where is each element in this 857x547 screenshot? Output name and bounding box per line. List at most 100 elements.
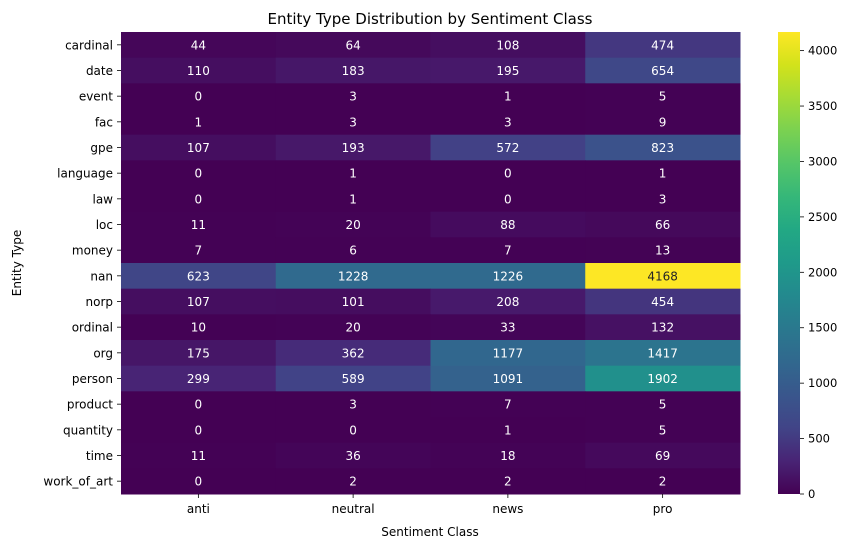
y-tick-label: event	[79, 90, 113, 104]
cell-value-label: 11	[191, 449, 206, 463]
heatmap-cell	[121, 442, 277, 469]
y-tick-label: ordinal	[72, 321, 113, 335]
cell-value-label: 0	[504, 167, 512, 181]
y-tick-label: norp	[86, 295, 114, 309]
x-tick-label: pro	[653, 502, 673, 516]
cell-value-label: 654	[651, 64, 674, 78]
cell-value-label: 110	[187, 64, 210, 78]
cell-value-label: 20	[345, 321, 360, 335]
cell-value-label: 64	[345, 38, 360, 52]
cell-value-label: 18	[500, 449, 515, 463]
cell-value-label: 13	[655, 244, 670, 258]
cell-value-label: 101	[342, 295, 365, 309]
heatmap-cell	[275, 314, 431, 341]
x-tick-label: neutral	[332, 502, 375, 516]
cell-value-label: 1226	[493, 269, 524, 283]
cell-value-label: 107	[187, 141, 210, 155]
cell-value-label: 195	[496, 64, 519, 78]
y-tick-label: language	[57, 167, 113, 181]
cell-value-label: 0	[195, 167, 203, 181]
heatmap-cell	[275, 237, 431, 264]
y-tick-label: person	[72, 372, 113, 386]
colorbar-tick-label: 3000	[808, 154, 837, 168]
cell-value-label: 3	[659, 192, 667, 206]
cell-value-label: 572	[496, 141, 519, 155]
colorbar-tick-label: 1500	[808, 321, 837, 335]
heatmap-cell	[121, 391, 277, 418]
cell-value-label: 5	[659, 398, 667, 412]
cell-value-label: 362	[342, 346, 365, 360]
heatmap-cell	[585, 83, 741, 110]
y-tick-label: nan	[90, 269, 113, 283]
cell-value-label: 0	[195, 398, 203, 412]
colorbar-tick-label: 0	[808, 487, 815, 501]
cell-value-label: 7	[504, 398, 512, 412]
heatmap-cell	[430, 109, 586, 136]
heatmap-cell	[585, 417, 741, 444]
heatmap-cell	[121, 314, 277, 341]
cell-value-label: 33	[500, 321, 515, 335]
cell-value-label: 20	[345, 218, 360, 232]
cell-value-label: 1	[195, 115, 203, 129]
heatmap-cell	[275, 160, 431, 187]
cell-value-label: 0	[195, 192, 203, 206]
cell-value-label: 10	[191, 321, 206, 335]
cell-value-label: 7	[504, 244, 512, 258]
cell-value-label: 3	[504, 115, 512, 129]
heatmap-cell	[585, 134, 741, 161]
cell-value-label: 823	[651, 141, 674, 155]
heatmap-cell	[430, 237, 586, 264]
cell-value-label: 1	[659, 167, 667, 181]
heatmap-cell	[121, 365, 277, 392]
heatmap-cell	[121, 186, 277, 213]
heatmap-cell	[585, 186, 741, 213]
heatmap-cell	[430, 32, 586, 59]
heatmap-cell	[121, 263, 277, 290]
y-tick-label: work_of_art	[43, 475, 113, 489]
heatmap-cell	[585, 263, 741, 290]
heatmap-cell	[275, 32, 431, 59]
cell-value-label: 589	[342, 372, 365, 386]
heatmap-cell	[121, 109, 277, 136]
heatmap-cell	[430, 391, 586, 418]
cell-value-label: 623	[187, 269, 210, 283]
heatmap-cell	[430, 186, 586, 213]
heatmap-cell	[275, 417, 431, 444]
cell-value-label: 132	[651, 321, 674, 335]
cell-value-label: 1091	[493, 372, 524, 386]
cell-value-label: 5	[659, 90, 667, 104]
heatmap-cell	[275, 442, 431, 469]
y-tick-label: quantity	[63, 423, 113, 437]
heatmap-cell	[121, 32, 277, 59]
cell-value-label: 299	[187, 372, 210, 386]
heatmap-cell	[585, 468, 741, 495]
heatmap-cell	[121, 211, 277, 238]
heatmap-cell	[585, 365, 741, 392]
cell-value-label: 208	[496, 295, 519, 309]
y-tick-label: law	[92, 192, 113, 206]
heatmap-cell	[430, 365, 586, 392]
heatmap-cell	[585, 288, 741, 315]
heatmap-cell	[430, 57, 586, 84]
x-tick-label: anti	[187, 502, 210, 516]
chart-title: Entity Type Distribution by Sentiment Cl…	[268, 10, 593, 28]
heatmap-cell	[275, 468, 431, 495]
cell-value-label: 474	[651, 38, 674, 52]
heatmap-cell	[430, 288, 586, 315]
cell-value-label: 66	[655, 218, 670, 232]
y-axis-label: Entity Type	[10, 230, 24, 296]
heatmap-cell	[275, 186, 431, 213]
heatmap-cell	[121, 288, 277, 315]
cell-value-label: 7	[195, 244, 203, 258]
heatmap-cell	[121, 83, 277, 110]
heatmap-cell	[275, 109, 431, 136]
heatmap-cell	[430, 468, 586, 495]
heatmap-cell	[585, 211, 741, 238]
heatmap-cell	[275, 340, 431, 367]
heatmap-cell	[121, 417, 277, 444]
heatmap-cell	[585, 109, 741, 136]
heatmap-cell	[275, 211, 431, 238]
cell-value-label: 5	[659, 423, 667, 437]
heatmap-cell	[275, 288, 431, 315]
cell-value-label: 11	[191, 218, 206, 232]
